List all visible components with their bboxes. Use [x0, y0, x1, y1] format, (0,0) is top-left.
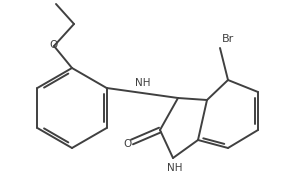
Text: Br: Br	[222, 34, 234, 44]
Text: NH: NH	[167, 163, 183, 173]
Text: O: O	[49, 40, 57, 50]
Text: O: O	[123, 139, 131, 149]
Text: NH: NH	[135, 78, 150, 88]
